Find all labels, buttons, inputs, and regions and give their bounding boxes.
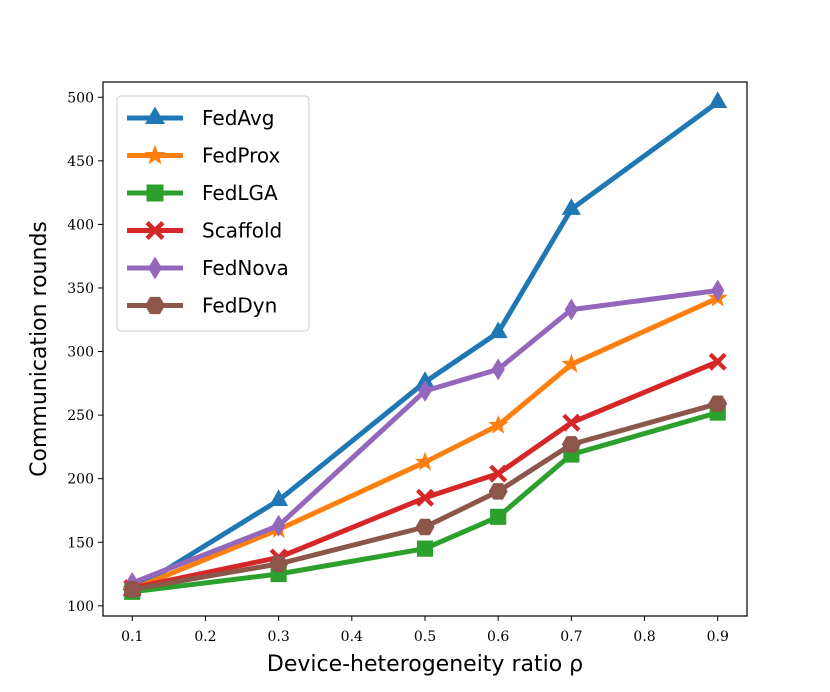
x-tick-label: 0.2 [194, 629, 216, 645]
data-point-fednova [271, 514, 286, 537]
series-line-feddyn [129, 401, 721, 592]
data-point-fedavg [561, 198, 581, 215]
data-point-feddyn [415, 518, 435, 536]
data-point-fedlga [416, 540, 434, 557]
x-tick-label: 0.7 [560, 629, 582, 645]
legend-swatch-marker [148, 256, 162, 280]
series-line-fedlga [129, 410, 721, 595]
y-tick-label: 100 [67, 599, 94, 615]
data-point-scaffold [415, 488, 435, 507]
legend-item-fedprox: FedProx [127, 144, 281, 168]
data-point-feddyn [122, 581, 142, 598]
data-point-fednova [564, 298, 579, 321]
data-point-fedavg [488, 321, 508, 339]
data-point-fednova [418, 380, 432, 402]
x-tick-label: 0.8 [633, 629, 655, 645]
legend-label: FedNova [202, 256, 289, 280]
series-feddyn [122, 395, 728, 598]
legend-item-fednova: FedNova [127, 256, 289, 280]
legend-swatch-marker [145, 106, 165, 124]
legend-label: FedAvg [202, 106, 274, 130]
x-tick-label: 0.4 [341, 629, 363, 645]
series-line-fednova [129, 288, 721, 586]
y-tick-label: 400 [67, 217, 94, 233]
data-point-fednova [491, 358, 505, 381]
y-tick-label: 200 [67, 472, 94, 488]
y-tick-label: 150 [67, 535, 94, 551]
x-tick-label: 0.9 [707, 629, 729, 645]
y-tick-label: 500 [67, 90, 94, 106]
plot-area [122, 91, 728, 600]
legend-item-fedlga: FedLGA [127, 181, 278, 205]
data-point-fedavg [708, 91, 728, 109]
legend-label: FedProx [202, 144, 281, 168]
data-point-feddyn [269, 555, 289, 573]
legend-swatch-marker [145, 221, 165, 240]
data-point-scaffold [562, 413, 581, 432]
axis-ticks: 0.1 0.2 0.3 0.4 0.5 0.6 0.7 0.8 0.9 100 150 200 250 3… [67, 90, 729, 645]
y-axis-title: Communication rounds [27, 221, 52, 477]
series-line-fedprox [129, 295, 721, 592]
y-tick-label: 450 [67, 154, 94, 170]
data-point-fedavg [269, 489, 289, 506]
x-axis-title: Device-heterogeneity ratio ρ [267, 652, 583, 677]
x-tick-label: 0.6 [487, 629, 509, 645]
series-fednova [125, 279, 725, 594]
x-tick-label: 0.3 [268, 629, 290, 645]
legend-label: Scaffold [202, 219, 282, 243]
data-point-scaffold [489, 464, 508, 483]
legend-item-fedavg: FedAvg [127, 106, 274, 130]
legend-swatch-marker [145, 296, 165, 315]
legend-item-scaffold: Scaffold [127, 219, 282, 243]
series-line-scaffold [129, 359, 721, 591]
legend-label: FedDyn [202, 294, 277, 318]
legend-swatch-marker [144, 144, 166, 165]
data-point-fedavg [415, 371, 435, 388]
data-point-fedlga [490, 508, 507, 525]
y-tick-label: 350 [67, 281, 94, 297]
data-point-feddyn [488, 483, 508, 500]
legend: FedAvg FedProx FedLGA Scaffold FedNova FedDyn [116, 95, 310, 332]
data-point-feddyn [561, 436, 581, 453]
data-point-fedprox [561, 353, 582, 373]
y-tick-label: 300 [67, 345, 94, 361]
legend-item-feddyn: FedDyn [127, 294, 277, 318]
data-point-fedprox [415, 451, 435, 471]
legend-swatch-marker [146, 184, 164, 202]
data-point-fedprox [488, 414, 509, 434]
y-tick-label: 250 [67, 408, 94, 424]
x-tick-label: 0.5 [414, 629, 436, 645]
data-point-feddyn [708, 395, 728, 412]
x-tick-label: 0.1 [121, 629, 143, 645]
legend-label: FedLGA [202, 181, 278, 205]
data-point-fednova [711, 279, 725, 302]
series-line-fedavg [129, 99, 721, 594]
data-point-scaffold [708, 352, 727, 371]
